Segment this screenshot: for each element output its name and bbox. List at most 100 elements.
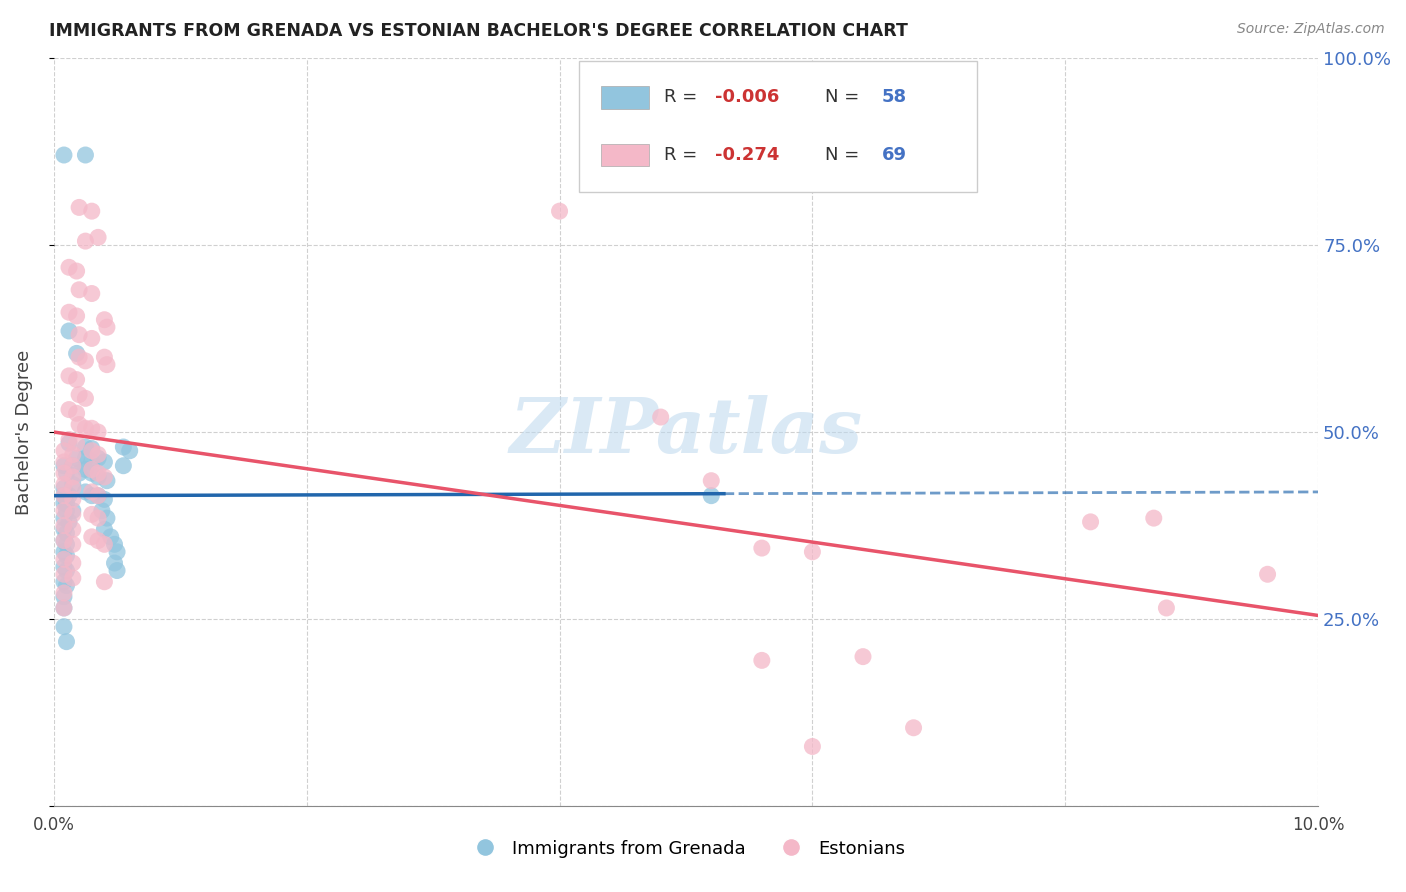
Point: [52, 533, 75, 548]
Point: [80, 489, 103, 503]
Y-axis label: Bachelor's Degree: Bachelor's Degree: [15, 350, 32, 515]
Text: 58: 58: [882, 88, 907, 106]
Point: [80, 331, 103, 345]
Text: -0.006: -0.006: [716, 88, 779, 106]
Point: [75, 354, 97, 368]
Point: [65, 346, 87, 360]
Point: [52, 601, 75, 615]
Point: [62, 537, 84, 551]
Point: [55, 634, 77, 648]
Point: [62, 571, 84, 585]
Point: [52, 489, 75, 503]
Point: [103, 537, 125, 551]
Point: [80, 484, 103, 499]
Point: [58, 260, 80, 275]
FancyBboxPatch shape: [602, 144, 650, 166]
Point: [75, 421, 97, 435]
Point: [93, 574, 115, 589]
Point: [80, 204, 103, 219]
Text: N =: N =: [825, 146, 865, 164]
Point: [52, 567, 75, 582]
Point: [67, 417, 90, 432]
Point: [58, 436, 80, 450]
Point: [55, 503, 77, 517]
Point: [87, 489, 110, 503]
Point: [93, 492, 115, 507]
Point: [93, 522, 115, 536]
Point: [75, 440, 97, 454]
Point: [62, 470, 84, 484]
Point: [801, 545, 824, 559]
Point: [52, 148, 75, 162]
Point: [751, 541, 773, 555]
Point: [65, 264, 87, 278]
Point: [62, 492, 84, 507]
Point: [62, 508, 84, 522]
Point: [93, 537, 115, 551]
Point: [75, 462, 97, 476]
Point: [112, 458, 135, 473]
Point: [80, 455, 103, 469]
Point: [52, 590, 75, 604]
Point: [96, 511, 118, 525]
Point: [87, 511, 110, 525]
Point: [55, 549, 77, 563]
Point: [65, 373, 87, 387]
Point: [52, 518, 75, 533]
Point: [548, 204, 571, 219]
Point: [52, 511, 75, 525]
Point: [801, 739, 824, 754]
Point: [52, 533, 75, 548]
Point: [55, 537, 77, 551]
Point: [93, 312, 115, 326]
Point: [1257, 567, 1279, 582]
Point: [118, 443, 141, 458]
Point: [67, 387, 90, 401]
Point: [105, 545, 128, 559]
Point: [96, 320, 118, 334]
Legend: Immigrants from Grenada, Estonians: Immigrants from Grenada, Estonians: [460, 832, 912, 864]
Point: [90, 503, 112, 517]
Point: [52, 496, 75, 510]
Point: [62, 481, 84, 495]
Point: [52, 601, 75, 615]
Point: [58, 368, 80, 383]
Point: [96, 474, 118, 488]
Point: [52, 489, 75, 503]
Text: ZIPatlas: ZIPatlas: [509, 395, 862, 469]
Point: [52, 466, 75, 480]
Point: [55, 578, 77, 592]
Point: [87, 470, 110, 484]
Point: [67, 283, 90, 297]
Point: [62, 503, 84, 517]
Point: [700, 474, 723, 488]
Point: [52, 455, 75, 469]
Text: Source: ZipAtlas.com: Source: ZipAtlas.com: [1237, 22, 1385, 37]
Point: [1156, 601, 1178, 615]
Point: [75, 392, 97, 406]
Text: R =: R =: [665, 88, 703, 106]
Point: [80, 462, 103, 476]
Point: [75, 451, 97, 466]
Text: R =: R =: [665, 146, 703, 164]
Point: [65, 406, 87, 420]
Point: [52, 586, 75, 600]
Point: [903, 721, 925, 735]
Point: [52, 574, 75, 589]
Point: [80, 286, 103, 301]
Point: [55, 564, 77, 578]
Text: 69: 69: [882, 146, 907, 164]
Point: [751, 653, 773, 667]
Point: [67, 201, 90, 215]
Text: -0.274: -0.274: [716, 146, 779, 164]
Point: [58, 324, 80, 338]
Point: [80, 421, 103, 435]
Point: [96, 358, 118, 372]
Point: [58, 305, 80, 319]
Point: [87, 230, 110, 244]
Point: [67, 327, 90, 342]
Point: [65, 451, 87, 466]
Point: [100, 530, 122, 544]
Point: [52, 443, 75, 458]
Point: [52, 503, 75, 517]
